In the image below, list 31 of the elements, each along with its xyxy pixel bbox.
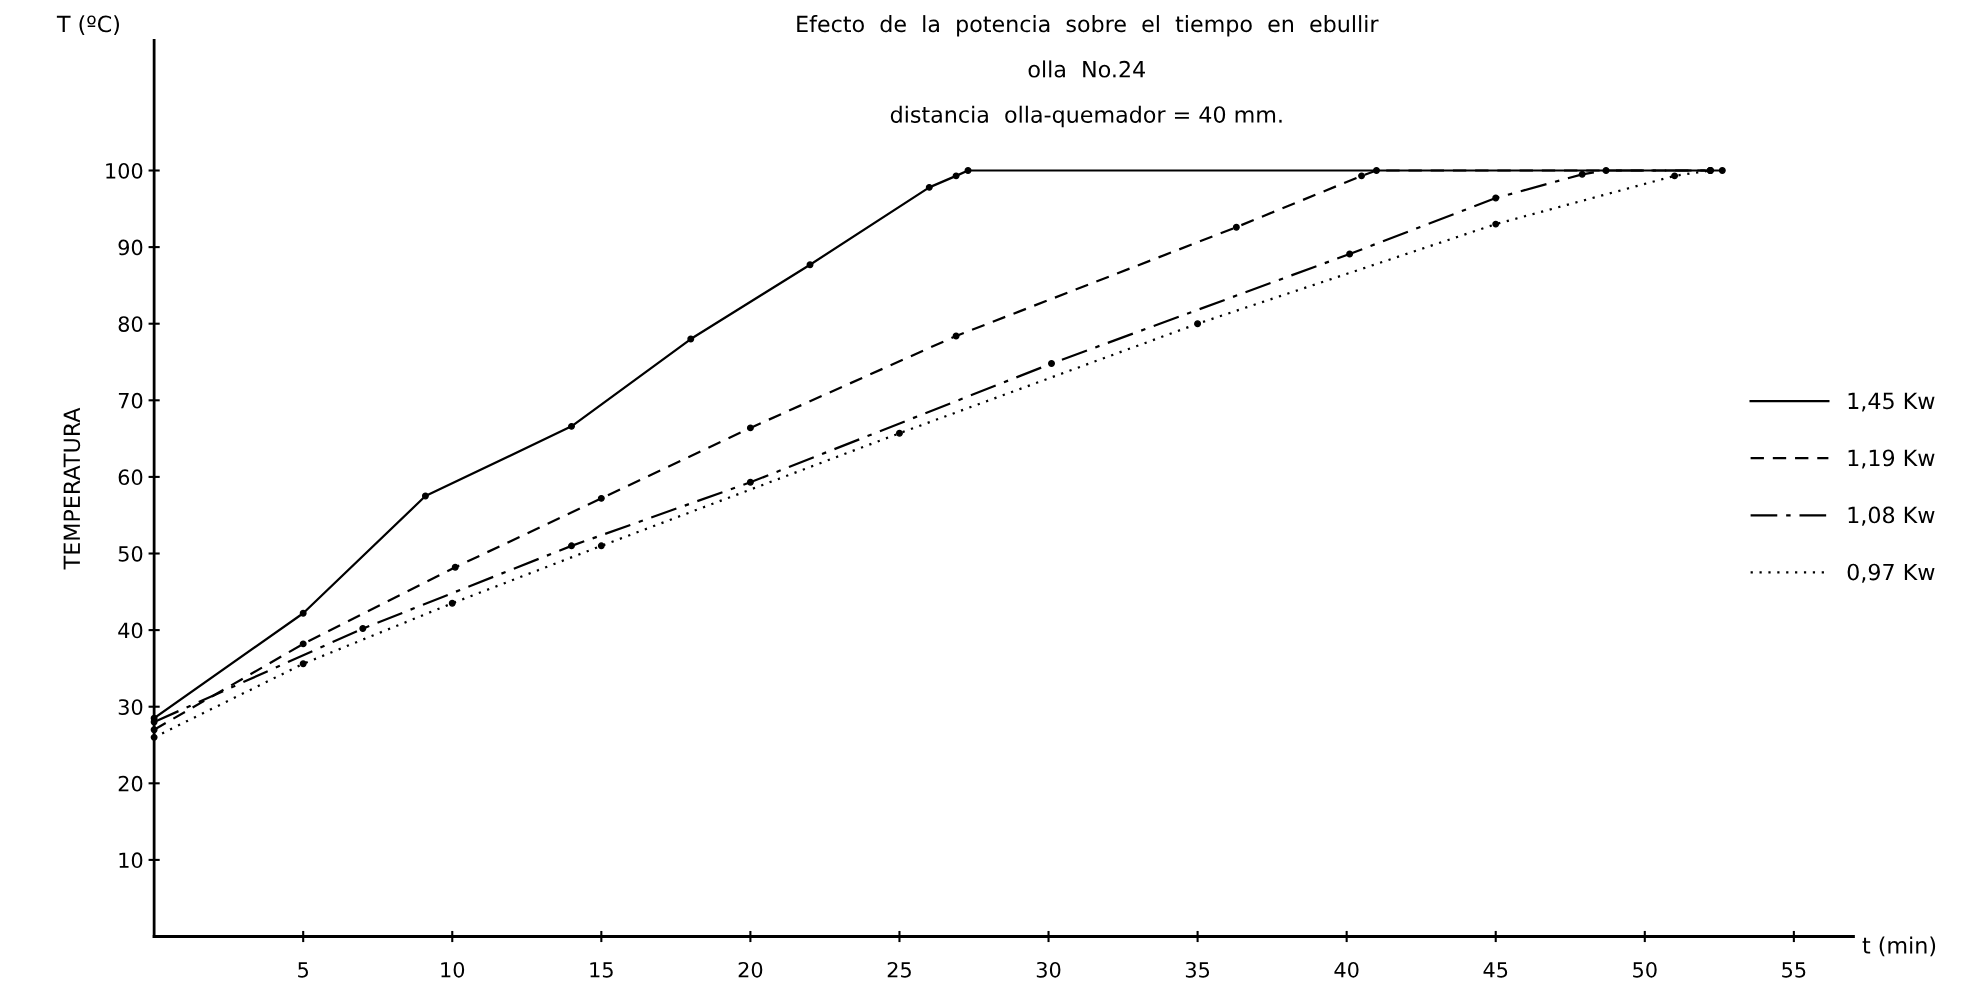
chart-title: Efecto de la potencia sobre el tiempo en ebullir <box>797 15 1379 37</box>
y-tick-label: 100 <box>106 162 143 179</box>
x-tick-label: 55 <box>1782 962 1806 978</box>
y-tick-label: 50 <box>118 545 143 562</box>
y-tick-label: 90 <box>118 239 143 256</box>
y-tick-label: 40 <box>118 622 143 639</box>
legend-label: 1,19 Kw <box>1848 449 1935 469</box>
y-tick-label: 70 <box>118 392 143 409</box>
x-tick-label: 20 <box>738 961 763 978</box>
legend-label: 1,45 Kw <box>1848 392 1935 412</box>
y-tick-label: 60 <box>118 469 143 486</box>
text: olla No.24 <box>1028 60 1145 78</box>
y-tick-label: 30 <box>118 699 143 715</box>
x-tick-label: 10 <box>441 961 465 978</box>
y-tick-label: 80 <box>118 316 143 332</box>
legend-label: 0,97 Kw <box>1847 563 1935 583</box>
y-axis-title: TEMPERATURA <box>63 407 81 570</box>
legend-label: 1,08 Kw <box>1848 506 1935 526</box>
x-tick-label: 35 <box>1185 961 1210 978</box>
x-tick-label: 45 <box>1483 962 1508 978</box>
x-tick-label: 15 <box>590 962 613 978</box>
x-tick-label: 30 <box>1036 961 1061 978</box>
x-tick-label: 5 <box>298 962 308 978</box>
y-tick-label: 20 <box>118 775 143 792</box>
annotation: distancia olla-quemador = 40 mm. <box>890 105 1282 128</box>
x-tick-label: 50 <box>1633 961 1657 978</box>
x-tick-label: 25 <box>887 961 911 978</box>
y-tick-label: 10 <box>119 852 143 869</box>
text: T (ºC) <box>56 15 119 35</box>
x-tick-label: 40 <box>1334 961 1359 978</box>
x-axis-title: t (min) <box>1862 936 1936 957</box>
